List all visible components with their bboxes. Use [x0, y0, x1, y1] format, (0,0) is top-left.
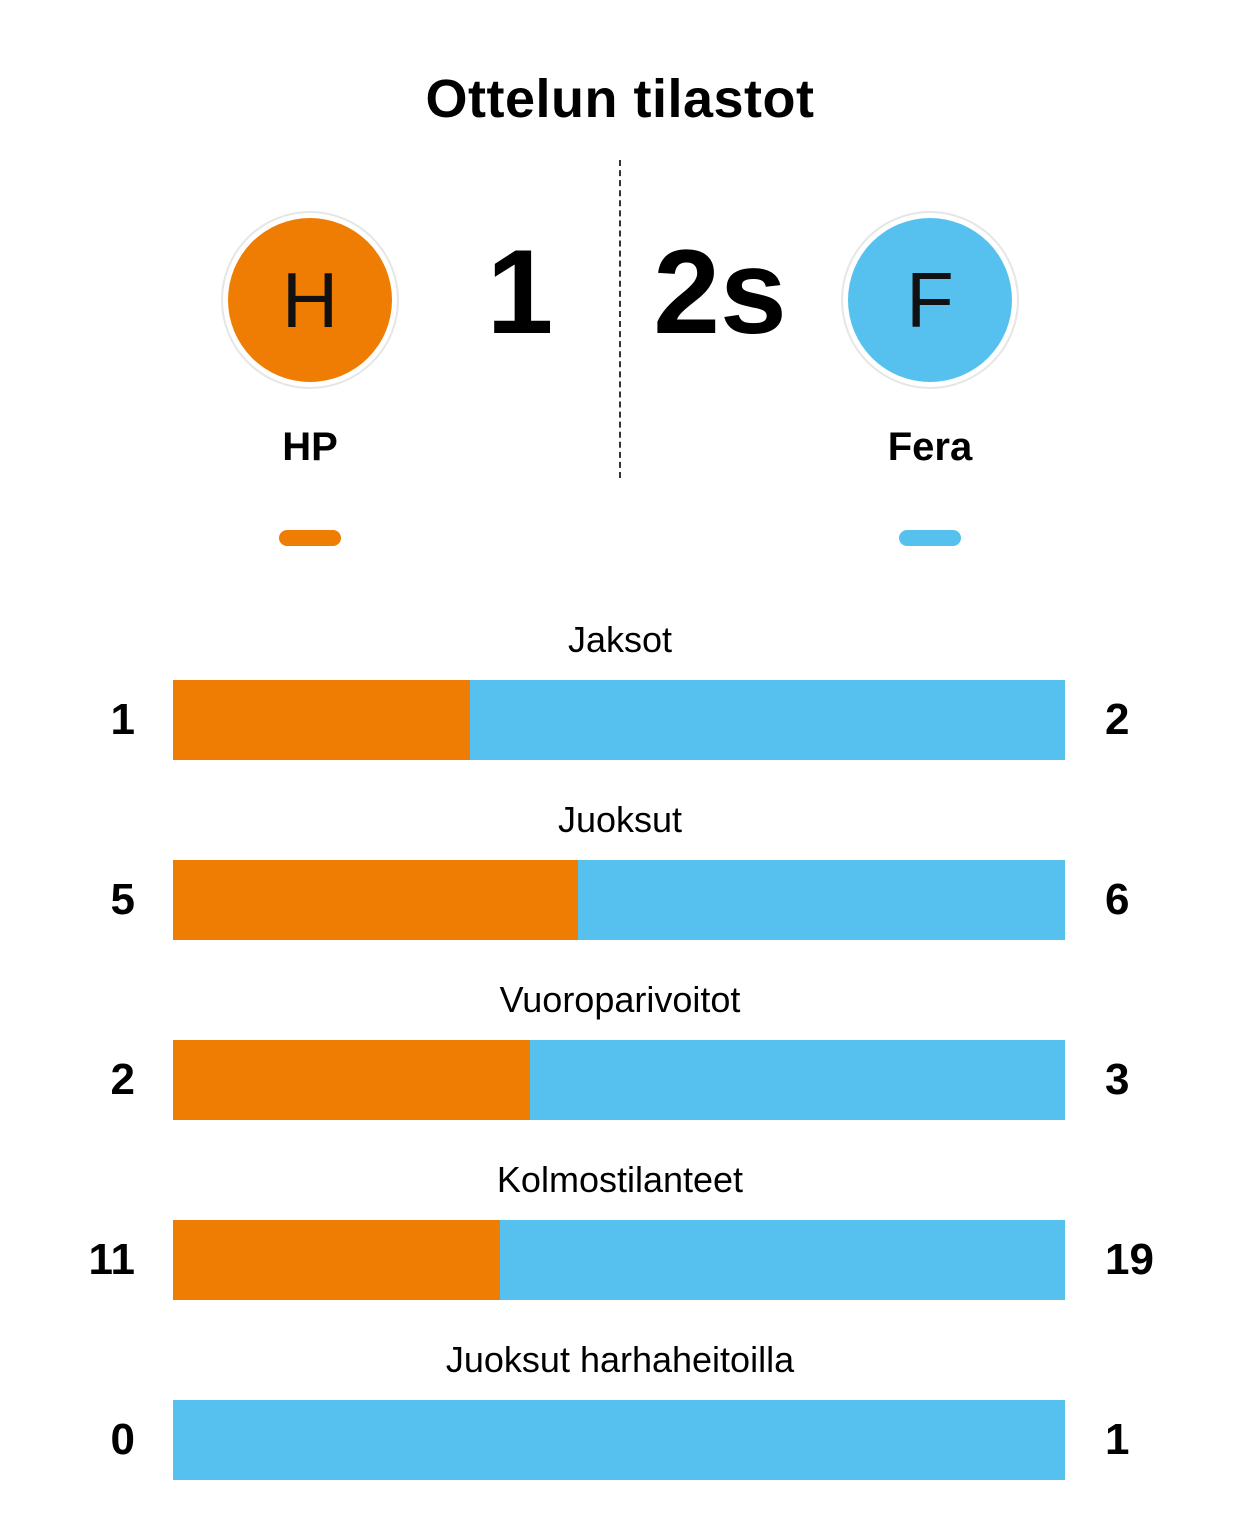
stat-label: Jaksot: [567, 619, 673, 660]
stat-bar: [173, 860, 1065, 940]
home-score: 1: [486, 225, 554, 359]
away-logo-circle: F: [848, 218, 1012, 382]
away-bar-segment: [173, 1400, 1065, 1480]
home-stat-value: 1: [110, 695, 135, 744]
home-stat-value: 0: [110, 1415, 135, 1464]
away-stat-value: 6: [1105, 875, 1130, 924]
home-logo-initial: H: [281, 255, 339, 344]
score-divider: [619, 160, 621, 478]
stat-row: Jaksot 1 2: [0, 620, 1240, 800]
home-bar-segment: [173, 680, 471, 760]
stat-bar: [173, 1220, 1065, 1300]
stat-row: Kolmostilanteet 11 19: [0, 1160, 1240, 1340]
away-score: 2s: [653, 225, 787, 359]
away-color-swatch: [899, 530, 961, 546]
away-team-name: Fera: [887, 425, 973, 469]
stat-row: Vuoroparivoitot 2 3: [0, 980, 1240, 1160]
home-logo: H: [221, 211, 399, 389]
away-bar-segment: [578, 860, 1065, 940]
home-bar-segment: [173, 1220, 501, 1300]
home-stat-value: 11: [88, 1235, 135, 1284]
home-color-swatch: [279, 530, 341, 546]
away-logo-initial: F: [906, 255, 954, 344]
away-logo: F: [841, 211, 1019, 389]
stat-label: Kolmostilanteet: [496, 1159, 744, 1200]
home-stat-value: 5: [110, 875, 135, 924]
home-bar-segment: [173, 1040, 530, 1120]
away-stat-value: 1: [1105, 1415, 1130, 1464]
stat-bar: [173, 1040, 1065, 1120]
stat-label: Juoksut: [557, 799, 683, 840]
stat-row: Juoksut 5 6: [0, 800, 1240, 980]
stat-bar: [173, 680, 1065, 760]
home-bar-segment: [173, 860, 579, 940]
home-team-name: HP: [282, 425, 338, 469]
away-stat-value: 2: [1105, 695, 1130, 744]
stat-bar: [173, 1400, 1065, 1480]
home-stat-value: 2: [110, 1055, 135, 1104]
stat-row: Juoksut harhaheitoilla 0 1: [0, 1340, 1240, 1520]
page-title: Ottelun tilastot: [425, 69, 815, 129]
away-stat-value: 3: [1105, 1055, 1130, 1104]
away-bar-segment: [500, 1220, 1065, 1300]
away-stat-value: 19: [1105, 1235, 1154, 1284]
away-bar-segment: [529, 1040, 1065, 1120]
home-logo-circle: H: [228, 218, 392, 382]
away-bar-segment: [470, 680, 1065, 760]
stat-label: Vuoroparivoitot: [499, 979, 741, 1020]
stat-label: Juoksut harhaheitoilla: [445, 1339, 795, 1380]
